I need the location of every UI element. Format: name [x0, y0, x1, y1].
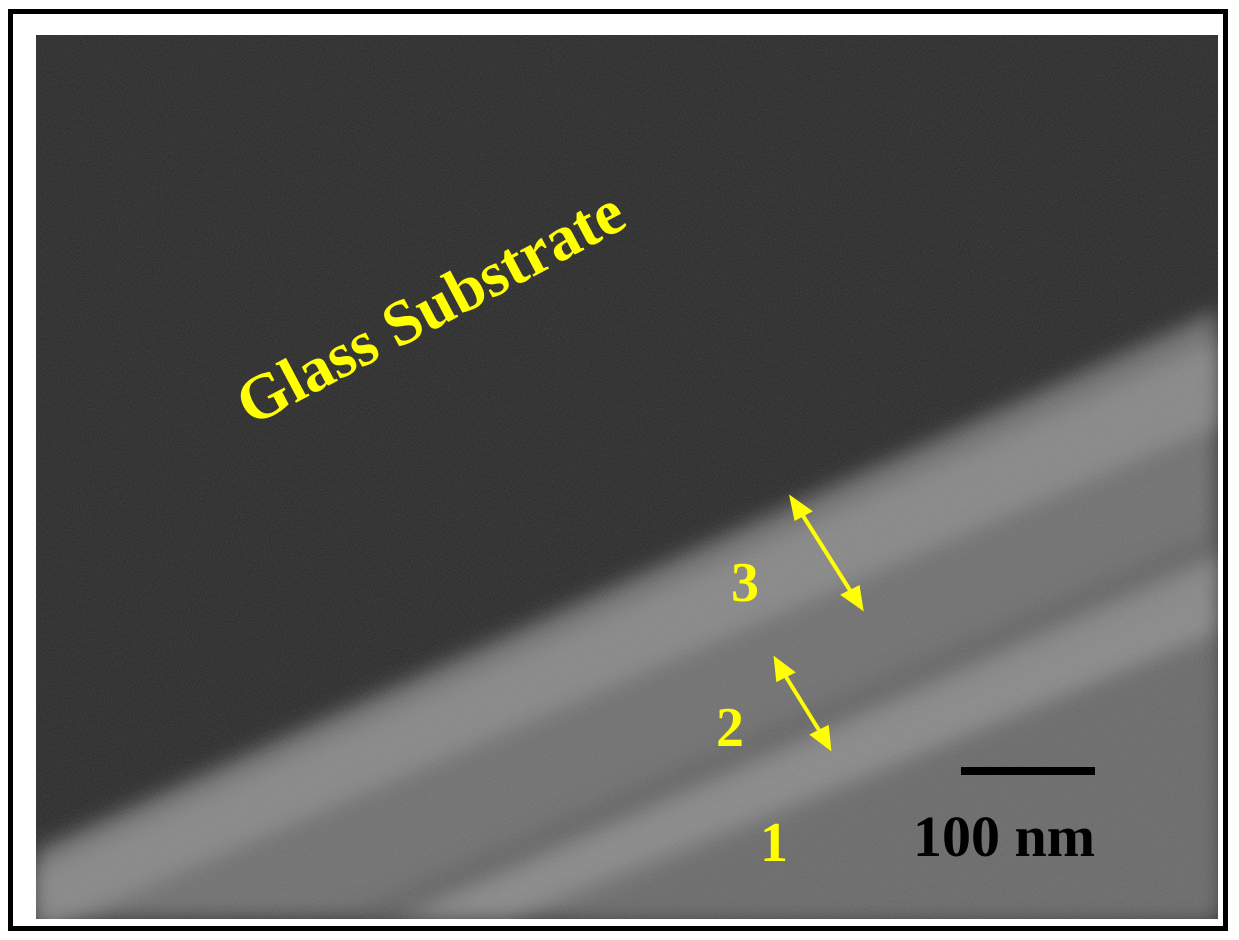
sem-micrograph: Glass Substrate 3 2 1 100 nm — [36, 35, 1218, 919]
layer-1-label: 1 — [760, 812, 788, 874]
scale-bar — [961, 767, 1095, 775]
micrograph-texture — [36, 35, 1218, 919]
double-arrow-icon — [781, 670, 824, 737]
scale-bar-label: 100 nm — [913, 804, 1096, 869]
arrowhead-down-icon — [809, 724, 832, 752]
layer-2-label: 2 — [716, 697, 744, 759]
noise-overlay — [36, 35, 1218, 919]
arrowhead-up-icon — [788, 494, 813, 522]
arrowhead-up-icon — [773, 655, 796, 683]
arrowhead-down-icon — [840, 584, 864, 612]
layer-3-label: 3 — [731, 552, 759, 614]
thickness-arrows — [773, 494, 864, 752]
double-arrow-icon — [798, 509, 855, 597]
